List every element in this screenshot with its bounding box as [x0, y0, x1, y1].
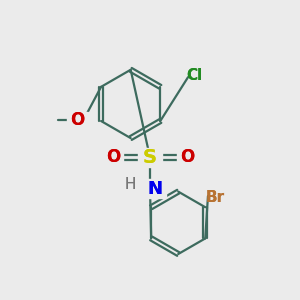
Text: Br: Br: [206, 190, 225, 205]
Text: H: H: [125, 177, 136, 192]
Bar: [102, 149, 123, 166]
Bar: [142, 179, 166, 198]
Text: N: N: [147, 180, 162, 198]
Text: O: O: [180, 148, 194, 166]
Bar: [67, 112, 88, 129]
Text: O: O: [70, 111, 84, 129]
Text: N: N: [147, 180, 162, 198]
Text: O: O: [180, 148, 194, 166]
Text: Cl: Cl: [187, 68, 203, 83]
Text: O: O: [106, 148, 120, 166]
Text: S: S: [143, 148, 157, 167]
Text: H: H: [125, 177, 136, 192]
Bar: [138, 148, 162, 167]
Text: O: O: [106, 148, 120, 166]
Text: S: S: [143, 148, 157, 167]
Bar: [177, 149, 198, 166]
Text: Br: Br: [206, 190, 225, 205]
Text: Cl: Cl: [187, 68, 203, 83]
Text: O: O: [70, 111, 84, 129]
